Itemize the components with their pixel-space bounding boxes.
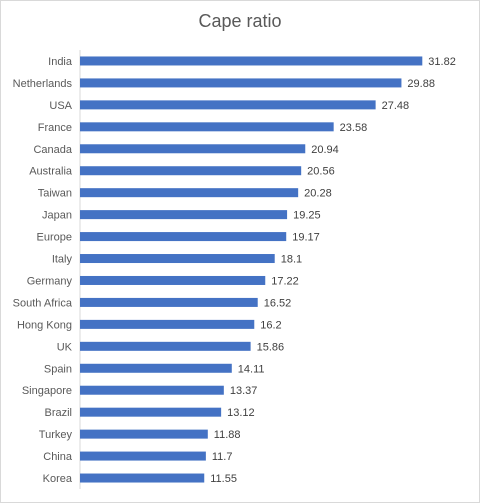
bar-france (80, 122, 334, 132)
bar-europe (80, 232, 287, 242)
data-label: 16.52 (264, 297, 292, 309)
category-label: China (43, 451, 73, 463)
category-label: Singapore (22, 385, 72, 397)
category-label: France (38, 122, 72, 134)
data-label: 31.82 (428, 56, 456, 68)
category-label: Italy (52, 254, 73, 266)
data-label: 13.12 (227, 407, 255, 419)
bar-india (80, 56, 423, 66)
bar-netherlands (80, 78, 402, 88)
bar-canada (80, 144, 306, 154)
category-label: Spain (44, 363, 72, 375)
data-label: 17.22 (271, 275, 299, 287)
bar-brazil (80, 407, 222, 417)
bar-uk (80, 341, 251, 351)
data-label: 11.7 (212, 451, 233, 463)
data-label: 29.88 (407, 78, 435, 90)
bar-germany (80, 275, 266, 285)
bar-italy (80, 254, 275, 264)
category-label: South Africa (13, 297, 73, 309)
bar-usa (80, 100, 376, 110)
bar-south-africa (80, 297, 258, 307)
category-label: Europe (37, 232, 72, 244)
bar-australia (80, 166, 302, 176)
bar-hong-kong (80, 319, 255, 329)
data-label: 13.37 (230, 385, 258, 397)
data-label: 15.86 (257, 341, 285, 353)
data-label: 18.1 (281, 254, 302, 266)
data-label: 11.88 (214, 429, 241, 441)
data-label: 16.2 (260, 319, 281, 331)
data-label: 11.55 (210, 473, 237, 485)
bar-china (80, 451, 206, 461)
category-label: Brazil (44, 407, 72, 419)
category-label: Netherlands (13, 78, 73, 90)
category-label: Korea (43, 473, 73, 485)
bar-turkey (80, 429, 208, 439)
category-label: UK (57, 341, 73, 353)
bar-spain (80, 363, 232, 373)
category-label: USA (49, 100, 72, 112)
data-label: 20.28 (304, 188, 332, 200)
category-label: Turkey (39, 429, 73, 441)
category-label: Taiwan (38, 188, 72, 200)
data-label: 19.25 (293, 210, 321, 222)
data-label: 14.11 (238, 363, 265, 375)
category-label: Germany (27, 275, 73, 287)
data-label: 27.48 (382, 100, 410, 112)
data-label: 20.56 (307, 166, 335, 178)
category-label: Canada (33, 144, 72, 156)
data-label: 19.17 (292, 232, 320, 244)
bar-korea (80, 473, 205, 483)
data-label: 20.94 (311, 144, 339, 156)
bar-taiwan (80, 188, 299, 198)
category-label: Japan (42, 210, 72, 222)
data-label: 23.58 (340, 122, 368, 134)
category-label: India (48, 56, 73, 68)
category-label: Australia (29, 166, 73, 178)
bar-singapore (80, 385, 224, 395)
category-label: Hong Kong (17, 319, 72, 331)
bar-japan (80, 210, 288, 220)
chart-title: Cape ratio (198, 11, 282, 31)
